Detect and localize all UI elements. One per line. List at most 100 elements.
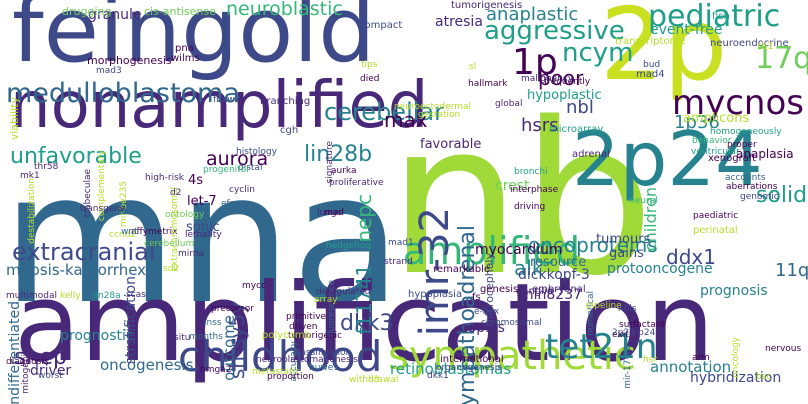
word-extrachromosomal: extrachromosomal (170, 187, 180, 272)
word-progenitor: progenitor (203, 165, 250, 175)
word-ncym: ncym (562, 38, 634, 68)
word-frequently: frequently (544, 77, 591, 87)
word-h3: h3 (368, 375, 380, 385)
word-mirna: mirna (178, 249, 205, 259)
word-fs: fs (472, 292, 481, 303)
word-deregulated: deregulated (316, 287, 371, 297)
word-rb1: rb1 (757, 41, 774, 52)
word-annotation: annotation (650, 358, 732, 376)
word-ccnd2: ccnd2 (109, 230, 137, 240)
word-granule: granule (88, 7, 142, 23)
word-lungs: lungs (317, 208, 342, 218)
word-mad3: mad3 (96, 66, 122, 76)
word-bronchi: bronchi (514, 167, 548, 177)
word-tet21n: tet21n (545, 327, 658, 367)
word-1p: 1p (512, 42, 558, 83)
word-died: died (360, 74, 380, 84)
word-exit: exit (612, 330, 629, 340)
word-2p24: 2p24 (572, 115, 763, 203)
word-sonic: sonic (186, 220, 220, 235)
word-event-free: event-free (650, 22, 723, 38)
word-chromosomal: chromosomal (481, 318, 542, 328)
word-metastatic: metastatic (252, 367, 301, 377)
word-myocardium: myocardium (475, 242, 563, 258)
word-accounts: accounts (725, 173, 766, 183)
word-malignancy: malignancy (521, 74, 574, 84)
word-hsr: hsr (643, 355, 658, 365)
word-e-box: e-box (474, 307, 500, 317)
word-neural: neural (629, 196, 658, 206)
word-perinatal: perinatal (693, 225, 738, 236)
word-nbls: nbls (618, 304, 637, 314)
word-mir-17-92: mir-17-92 (623, 345, 633, 389)
word-2p23-p24: 2p23-p24 (612, 328, 656, 338)
word-paediatric: paediatric (693, 211, 739, 221)
word-nervous: nervous (765, 344, 802, 354)
word-genomic: genomic (740, 192, 779, 202)
word-neuroblastomagenesis: neuroblastomagenesis (256, 355, 359, 365)
word-mln8237: mln8237 (520, 287, 583, 303)
word-copies: copies (460, 320, 505, 336)
word-worst: worst (38, 371, 63, 381)
word-oncoproteins: oncoproteins (528, 233, 658, 257)
word-precursor: precursor (211, 304, 255, 314)
word-mycnos: mycnos (672, 83, 804, 123)
word-kelly: kelly (60, 291, 81, 301)
word-mk1: mk1 (20, 171, 40, 181)
word-driving: driving (514, 202, 546, 212)
word-crest: crest (495, 178, 530, 194)
word-2p: 2p (600, 0, 728, 103)
word-aurka: aurka (331, 166, 357, 176)
word-driven: driven (289, 322, 318, 332)
word-protooncogene: protooncogene (607, 261, 713, 277)
word-mad4: mad4 (636, 69, 665, 80)
word-nbl: nbl (566, 97, 594, 118)
word-ventricular: ventricular (691, 147, 740, 157)
word-amplicons: amplicons (683, 111, 750, 126)
word-1p36: 1p36 (674, 112, 720, 133)
word-retinoblastomas: retinoblastomas (390, 360, 512, 378)
word-xenograft: xenograft (708, 153, 757, 164)
word-undifferentiated: undifferentiated (7, 301, 23, 404)
word-tumorigenic: tumorigenic (288, 331, 343, 341)
word-efs: efs (221, 199, 235, 209)
word-classification: classification (293, 348, 352, 358)
word-viability: viability (8, 97, 21, 141)
word-amplification: amplification (14, 261, 715, 386)
word-hypoplasia: hypoplasia (408, 289, 463, 300)
word-mna: mna (2, 135, 402, 344)
word-genesis: genesis (480, 284, 519, 295)
word-solid: solid (756, 183, 808, 208)
word-affymetrix: affymetrix (131, 227, 178, 237)
word-fluorescence: fluorescence (327, 280, 337, 338)
word-4s: 4s (188, 173, 204, 188)
word-gestation: gestation (418, 110, 461, 120)
word-extracranial: extracranial (12, 238, 156, 266)
word-lin28b: lin28b (304, 142, 373, 167)
word-proper: proper (727, 140, 757, 150)
word-adrenal: adrenal (572, 149, 610, 160)
word-aberrations: aberrations (726, 182, 778, 192)
word-cerebellum: cerebellum (144, 239, 195, 249)
word-poor: poor (538, 66, 584, 90)
word-driver: driver (30, 363, 72, 379)
word-withdrawal: withdrawal (349, 375, 399, 385)
word-17q: 17q (755, 41, 808, 76)
word-cerebellar: cerebellar (324, 98, 444, 126)
word-numerical: numerical (586, 291, 596, 336)
word-fish: fish (712, 11, 730, 22)
word-global: global (495, 99, 523, 109)
word-international: international (440, 354, 504, 365)
word-transgene: transgene (80, 204, 126, 214)
word-array: array (314, 295, 338, 305)
word-d2: d2 (170, 188, 182, 198)
word-aurora: aurora (206, 148, 269, 170)
word-hedgehog: hedgehog (326, 241, 372, 251)
word-bud: bud (643, 60, 661, 70)
word-microarray: microarray (549, 124, 604, 135)
word-sd2: sd2 (163, 264, 180, 274)
word-hmga2: hmga2 (200, 365, 232, 375)
word-hsrs: hsrs (521, 115, 559, 136)
word-neuroendocrine: neuroendocrine (710, 38, 789, 49)
